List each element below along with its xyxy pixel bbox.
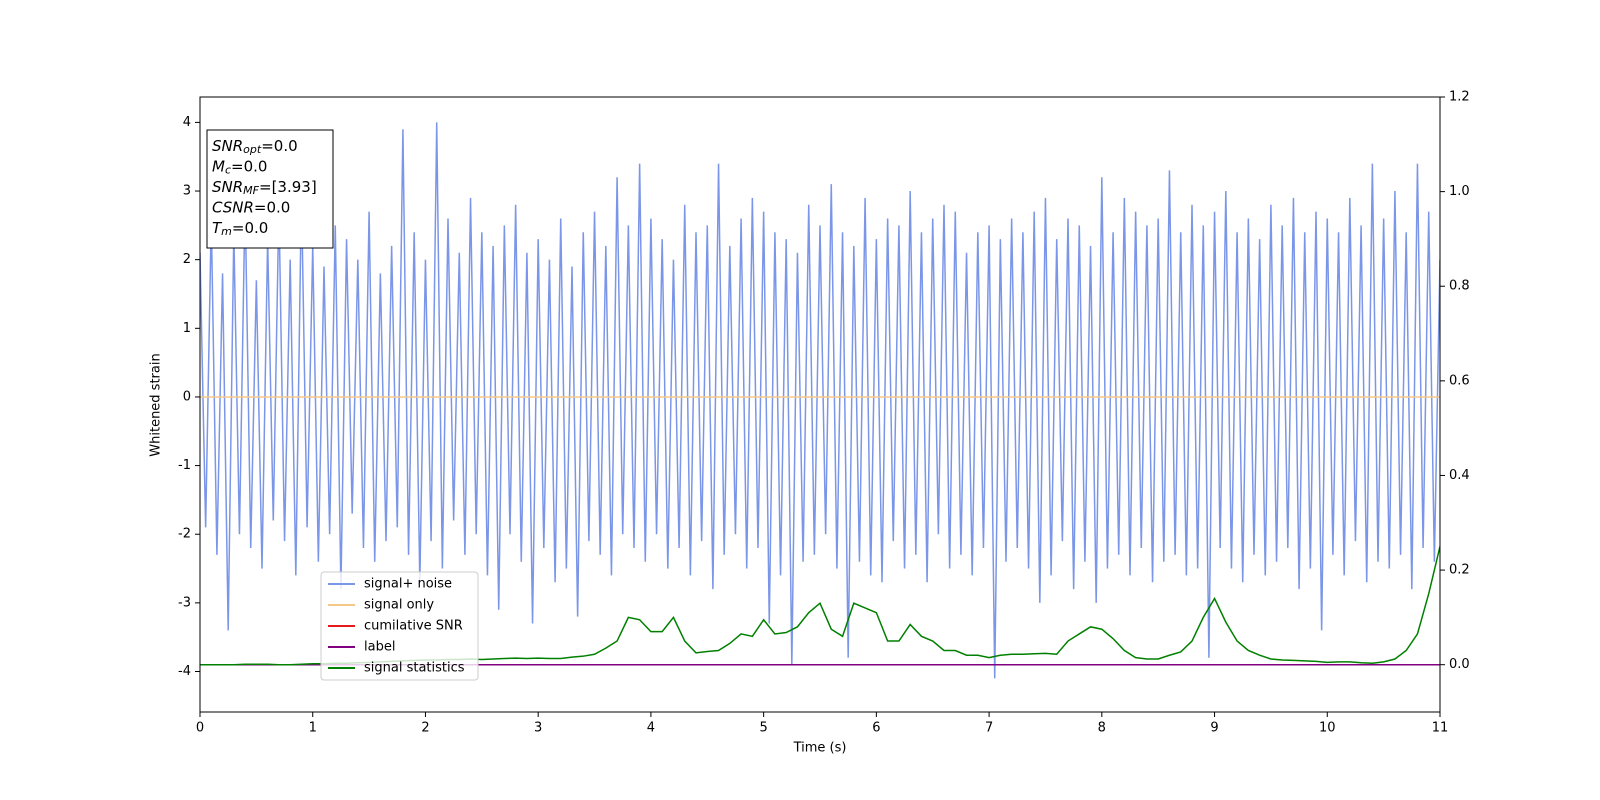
annotation: SNRMF=[3.93] [212, 178, 317, 198]
annotation: Mc=0.0 [212, 157, 267, 177]
annotation-text: =0.0 [232, 219, 268, 237]
y-tick-label: 0 [183, 389, 191, 404]
series-line [200, 122, 1440, 679]
annotation: Tm=0.0 [212, 219, 268, 239]
y2-tick-label: 0.2 [1449, 563, 1470, 578]
annotation-box [206, 129, 334, 249]
annotation-base: T [212, 219, 223, 237]
y-tick-label: -1 [178, 458, 191, 473]
legend-label: signal statistics [364, 661, 465, 676]
y-tick-label: -3 [178, 595, 191, 610]
x-tick-label: 5 [759, 721, 767, 736]
x-tick-label: 0 [196, 721, 204, 736]
legend: signal+ noise signal only cumilative SNR la… [320, 571, 479, 681]
y-tick-label: 1 [183, 321, 191, 336]
legend-label: signal only [364, 598, 434, 613]
annotation-sub: opt [243, 143, 262, 156]
y2-tick-label: 0.8 [1449, 279, 1470, 294]
x-tick-label: 2 [421, 721, 429, 736]
annotation-sub: m [221, 225, 232, 238]
annotation-text: =0.0 [261, 137, 297, 155]
x-tick-label: 7 [985, 721, 993, 736]
annotation-text: =0.0 [254, 198, 290, 216]
annotation: SNRopt=0.0 [212, 137, 298, 157]
y-tick-label: 4 [183, 115, 191, 130]
x-tick-label: 11 [1432, 721, 1449, 736]
annotation-base: M [212, 157, 225, 175]
legend-label: signal+ noise [364, 577, 452, 592]
y-tick-label: -2 [178, 527, 191, 542]
x-tick-label: 9 [1210, 721, 1218, 736]
annotation-text: =0.0 [231, 157, 267, 175]
y2-tick-label: 0.6 [1449, 373, 1470, 388]
legend-label: label [364, 640, 395, 655]
annotation-base: SNR [212, 178, 243, 196]
annotation-base: CSNR [212, 198, 254, 216]
x-tick-label: 1 [309, 721, 317, 736]
x-tick-label: 6 [872, 721, 880, 736]
y-tick-label: 2 [183, 252, 191, 267]
y-tick-label: -4 [178, 664, 191, 679]
annotation: CSNR=0.0 [212, 198, 290, 216]
y2-tick-label: 0.0 [1449, 657, 1470, 672]
y2-tick-label: 1.0 [1449, 184, 1470, 199]
x-tick-label: 4 [647, 721, 655, 736]
annotation-text: =[3.93] [259, 178, 317, 196]
y2-tick-label: 0.4 [1449, 468, 1470, 483]
x-tick-label: 10 [1319, 721, 1336, 736]
y-axis-label: Whitened strain [149, 353, 164, 456]
plot-frame [199, 96, 1441, 713]
y-tick-label: 3 [183, 184, 191, 199]
annotation-sub: c [225, 164, 231, 177]
x-tick-label: 8 [1098, 721, 1106, 736]
annotation-sub: MF [243, 184, 259, 197]
x-axis-label: Time (s) [793, 741, 847, 756]
legend-frame [320, 571, 479, 681]
annotation-base: SNR [212, 137, 243, 155]
x-tick-label: 3 [534, 721, 542, 736]
legend-label: cumilative SNR [364, 619, 463, 634]
y2-tick-label: 1.2 [1449, 90, 1470, 105]
